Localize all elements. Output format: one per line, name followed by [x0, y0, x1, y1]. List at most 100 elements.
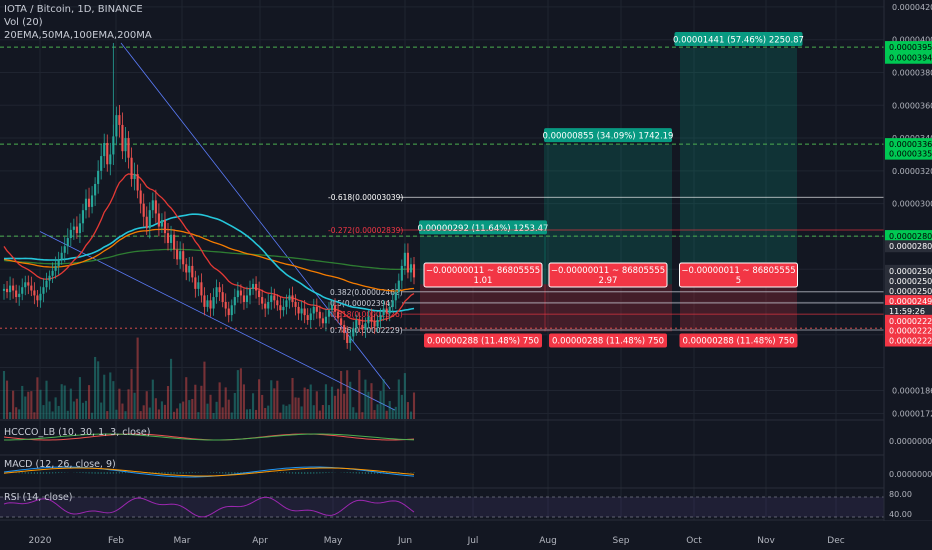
candle-body: [224, 301, 227, 309]
stop-label-bg: [549, 333, 667, 348]
candle-body: [106, 142, 109, 165]
candle-body: [270, 295, 273, 302]
candle-body: [337, 311, 340, 319]
candle-body: [194, 277, 197, 289]
entry-label-bg: [679, 262, 798, 288]
symbol-title: IOTA / Bitcoin, 1D, BINANCE: [4, 4, 143, 15]
volume-bar: [355, 412, 358, 419]
candle-body: [118, 115, 121, 125]
candle-body: [373, 321, 376, 327]
macd-hist-bar: [118, 472, 121, 474]
macd-hist-bar: [343, 472, 345, 473]
volume-bar: [97, 361, 100, 419]
volume-bar: [136, 337, 139, 419]
volume-bar: [333, 395, 337, 419]
volume-bar: [75, 398, 78, 419]
volume-bar: [191, 398, 194, 419]
macd-hist-bar: [276, 472, 278, 473]
volume-bar: [66, 410, 69, 419]
macd-hist-bar: [91, 472, 93, 474]
volume-bar: [84, 400, 88, 419]
macd-hist-bar: [322, 472, 324, 474]
volume-bar: [2, 371, 6, 419]
candle-body: [142, 203, 145, 217]
candle-body: [160, 220, 163, 227]
hccco-pane-label: HCCCO_LB (10, 30, 1, 3, close): [4, 427, 151, 438]
candle-body: [239, 290, 242, 296]
volume-bar: [364, 379, 367, 419]
x-tick-label: Aug: [539, 536, 557, 546]
candle-body: [139, 190, 142, 204]
volume-bar: [312, 405, 315, 419]
candle-body: [87, 198, 91, 207]
macd-hist-bar: [225, 472, 227, 474]
volume-bar: [18, 409, 21, 419]
hccco-line-slow: [3, 433, 415, 441]
target-label: 0.00000855 (34.09%) 1742.19: [543, 132, 674, 142]
candle-body: [33, 290, 36, 296]
candle-body: [303, 308, 306, 316]
entry-label-bg: [548, 262, 668, 288]
y-tick-label: 0.00004200: [892, 3, 932, 12]
candle-body: [54, 265, 57, 271]
candle-body: [273, 295, 276, 301]
volume-bar: [182, 401, 185, 419]
macd-hist-bar: [21, 472, 23, 474]
volume-bar: [227, 399, 230, 419]
candle-body: [48, 275, 51, 281]
ma50-line: [4, 213, 415, 313]
volume-bar: [142, 405, 145, 419]
volume-bar: [48, 401, 51, 419]
candle-body: [388, 306, 391, 314]
price-tag: [885, 41, 932, 54]
volume-bar: [261, 394, 264, 419]
volume-bar: [151, 379, 154, 419]
volume-bar: [15, 407, 18, 419]
volume-bar: [239, 368, 242, 419]
macd-hist-bar: [94, 472, 96, 474]
candle-body: [191, 265, 194, 278]
candle-body: [145, 216, 148, 229]
ma-legend: 20EMA,50MA,100EMA,200MA: [4, 30, 152, 41]
candle-body: [261, 297, 264, 304]
ema100-line: [3, 228, 415, 292]
macd-hist-bar: [112, 472, 114, 474]
candle-body: [315, 306, 318, 312]
candle-body: [72, 226, 75, 230]
candle-body: [291, 295, 294, 302]
candle-body: [133, 174, 136, 180]
macd-hist-bar: [288, 472, 291, 474]
candle-body: [209, 300, 212, 309]
macd-hist-bar: [173, 472, 175, 474]
target-label-bg: [674, 32, 803, 47]
volume-bar: [255, 409, 258, 419]
price-axis[interactable]: [884, 0, 932, 520]
candle-body: [42, 287, 45, 294]
macd-hist-bar: [176, 472, 178, 474]
macd-hist-bar: [358, 472, 360, 474]
macd-hist-bar: [79, 472, 81, 473]
candle-body: [248, 288, 252, 296]
candle-body: [124, 138, 127, 152]
candle-body: [176, 249, 179, 260]
candle-body: [182, 251, 185, 265]
fib-level-label: -0.272(0.00002839): [328, 226, 403, 235]
macd-hist-bar: [194, 472, 196, 473]
x-tick-label: 2020: [29, 536, 52, 546]
volume-bar: [78, 377, 81, 419]
volume-bar: [251, 393, 255, 419]
macd-hist-bar: [185, 472, 187, 474]
pane-axis-label: 80.00: [889, 490, 912, 499]
pane-axis-label: 40.00: [889, 510, 912, 519]
fib-level-label: 0.618(0.00002326): [330, 310, 403, 319]
time-axis[interactable]: [0, 521, 932, 550]
x-tick-label: Apr: [252, 536, 268, 546]
candle-body: [63, 246, 66, 253]
volume-bar: [318, 410, 321, 419]
candle-body: [84, 198, 88, 211]
candle-body: [173, 234, 176, 250]
candle-body: [166, 233, 170, 243]
price-tag: [885, 285, 932, 298]
